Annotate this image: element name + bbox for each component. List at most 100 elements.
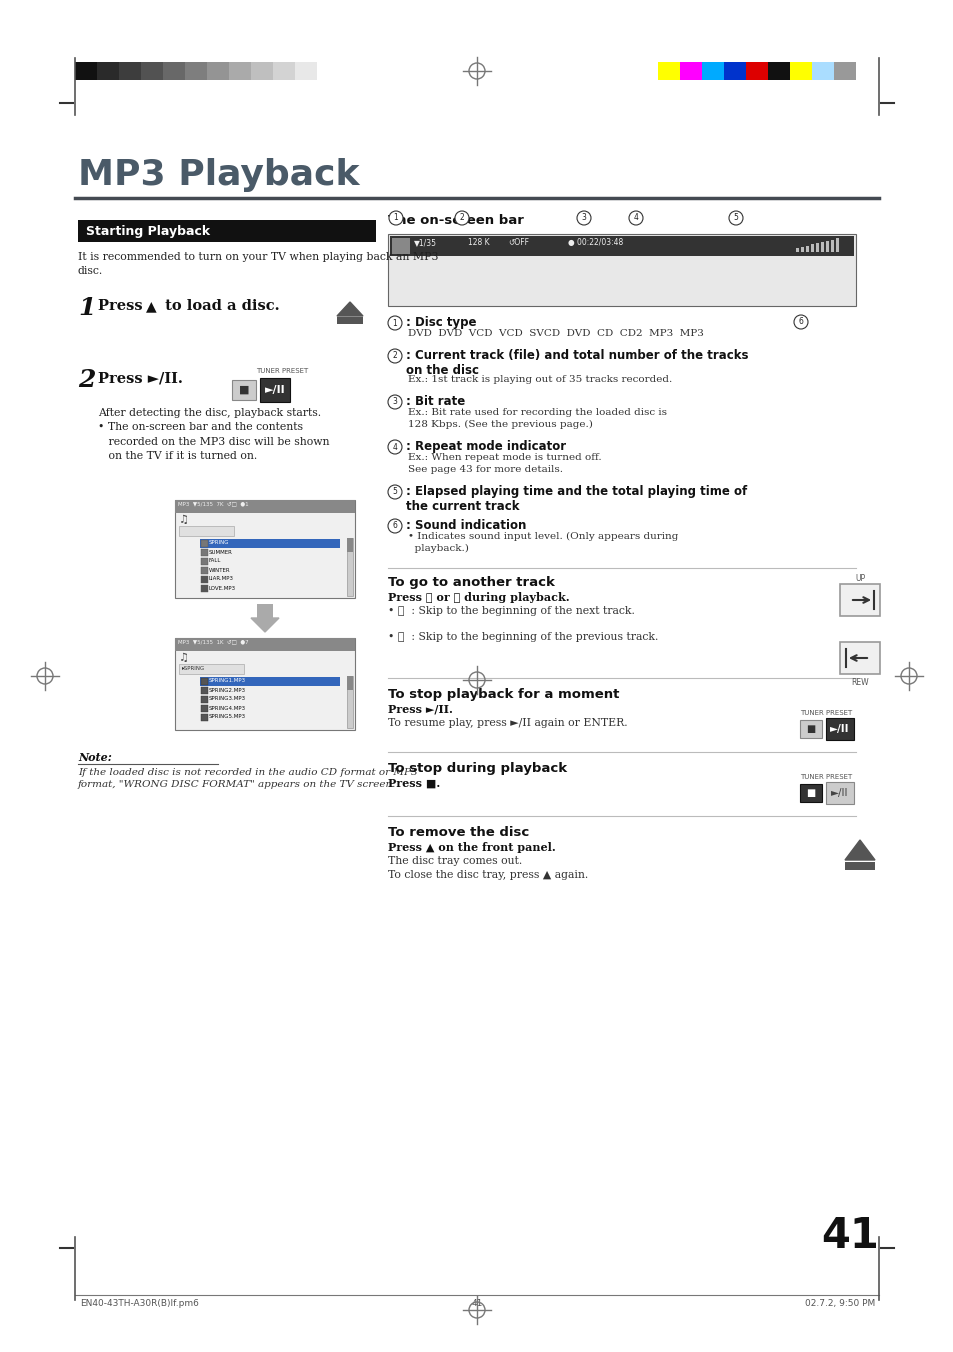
Text: Ex.: When repeat mode is turned off.
See page 43 for more details.: Ex.: When repeat mode is turned off. See… (408, 453, 601, 473)
Text: ■: ■ (805, 788, 815, 798)
Text: SPRING2.MP3: SPRING2.MP3 (209, 688, 246, 692)
Text: MP3 Playback: MP3 Playback (78, 158, 359, 192)
Bar (723, 62, 745, 80)
Text: TUNER PRESET: TUNER PRESET (800, 710, 851, 717)
Circle shape (388, 395, 401, 410)
Bar (201, 549, 208, 556)
Text: 1: 1 (393, 319, 397, 327)
Bar (201, 539, 208, 548)
Bar (658, 62, 679, 80)
Bar (163, 62, 185, 80)
Bar (789, 62, 811, 80)
Text: SPRING5.MP3: SPRING5.MP3 (209, 714, 246, 719)
Text: 3: 3 (392, 397, 397, 407)
Text: ↺OFF: ↺OFF (507, 238, 529, 247)
Text: ►/II: ►/II (264, 385, 285, 395)
Text: To remove the disc: To remove the disc (388, 826, 529, 840)
Text: SPRING: SPRING (209, 541, 230, 545)
Bar (119, 62, 141, 80)
Bar (174, 500, 355, 512)
Bar (825, 241, 828, 251)
Polygon shape (251, 618, 278, 631)
Circle shape (728, 211, 742, 224)
Text: To stop playback for a moment: To stop playback for a moment (388, 688, 618, 700)
Text: Press ▲ on the front panel.: Press ▲ on the front panel. (388, 842, 556, 853)
Bar (795, 247, 799, 251)
Text: WINTER: WINTER (209, 568, 231, 572)
Bar (260, 379, 290, 402)
Text: ►/II: ►/II (830, 788, 848, 798)
Bar (347, 538, 353, 596)
Text: Press ⏭ or ⏮ during playback.: Press ⏭ or ⏮ during playback. (388, 592, 569, 603)
Bar (316, 62, 338, 80)
Text: TUNER PRESET: TUNER PRESET (800, 773, 851, 780)
Bar (388, 234, 855, 306)
Text: DVD  DVD  VCD  VCD  SVCD  DVD  CD  CD2  MP3  MP3: DVD DVD VCD VCD SVCD DVD CD CD2 MP3 MP3 (408, 329, 703, 338)
Bar (336, 316, 363, 324)
Text: : Disc type: : Disc type (406, 316, 476, 329)
Bar (201, 585, 208, 592)
Text: SPRING4.MP3: SPRING4.MP3 (209, 706, 246, 711)
Bar (294, 62, 316, 80)
Bar (679, 62, 701, 80)
Text: • ⏮  : Skip to the beginning of the previous track.: • ⏮ : Skip to the beginning of the previ… (388, 631, 658, 642)
Text: 6: 6 (798, 318, 802, 326)
Text: 1: 1 (78, 296, 95, 320)
Text: To resume play, press ►/II again or ENTER.: To resume play, press ►/II again or ENTE… (388, 718, 627, 727)
Text: LOVE.MP3: LOVE.MP3 (209, 585, 236, 591)
Text: To stop during playback: To stop during playback (388, 763, 566, 775)
Bar (811, 62, 833, 80)
Text: : Sound indication: : Sound indication (406, 519, 526, 531)
Text: FALL: FALL (209, 558, 221, 564)
Bar (201, 576, 208, 583)
Text: 6: 6 (392, 522, 397, 530)
Bar (200, 677, 339, 685)
Text: After detecting the disc, playback starts.
• The on-screen bar and the contents
: After detecting the disc, playback start… (98, 408, 329, 461)
Text: 128 K: 128 K (468, 238, 489, 247)
Text: • ⏭  : Skip to the beginning of the next track.: • ⏭ : Skip to the beginning of the next … (388, 606, 634, 617)
Text: ♫: ♫ (179, 515, 189, 525)
Text: ● 00:22/03:48: ● 00:22/03:48 (567, 238, 622, 247)
Polygon shape (844, 840, 874, 860)
Text: TUNER PRESET: TUNER PRESET (255, 368, 308, 375)
Text: 41: 41 (821, 1215, 878, 1257)
Text: 02.7.2, 9:50 PM: 02.7.2, 9:50 PM (804, 1299, 874, 1307)
Text: 41: 41 (471, 1299, 482, 1307)
Text: ♫: ♫ (179, 653, 189, 662)
Text: 2: 2 (393, 352, 397, 361)
Bar (179, 664, 244, 675)
Bar (835, 238, 839, 251)
Bar (174, 500, 355, 598)
Bar (201, 558, 208, 565)
Circle shape (455, 211, 469, 224)
Text: LIAR.MP3: LIAR.MP3 (209, 576, 233, 581)
Bar (800, 784, 821, 802)
Bar (97, 62, 119, 80)
Bar (392, 238, 410, 254)
Text: ■: ■ (238, 385, 249, 395)
Text: SPRING1.MP3: SPRING1.MP3 (209, 679, 246, 684)
Text: Press: Press (98, 299, 148, 314)
Bar (201, 704, 208, 713)
Circle shape (388, 316, 401, 330)
Bar (805, 246, 809, 251)
Text: 4: 4 (633, 214, 638, 223)
Text: 1: 1 (394, 214, 398, 223)
Text: Press ►/II.: Press ►/II. (98, 370, 183, 385)
Bar (825, 718, 853, 740)
Bar (745, 62, 767, 80)
Bar (200, 539, 339, 548)
Bar (825, 781, 853, 804)
Bar (78, 220, 375, 242)
Text: 5: 5 (392, 488, 397, 496)
Circle shape (388, 439, 401, 454)
Bar (201, 566, 208, 575)
Text: Starting Playback: Starting Playback (86, 224, 210, 238)
Bar (174, 638, 355, 652)
Text: Press ►/II.: Press ►/II. (388, 704, 453, 715)
Circle shape (793, 315, 807, 329)
Text: ▲: ▲ (146, 299, 156, 314)
Text: ▸SPRING: ▸SPRING (182, 667, 205, 672)
Text: 2: 2 (78, 368, 95, 392)
Text: : Elapsed playing time and the total playing time of
the current track: : Elapsed playing time and the total pla… (406, 485, 746, 512)
